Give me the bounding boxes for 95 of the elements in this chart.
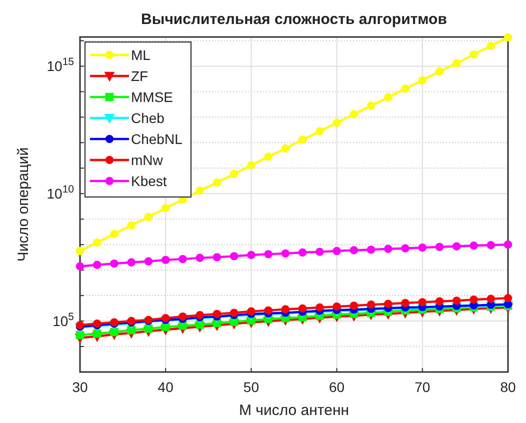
x-tick-label: 80 [500, 379, 516, 395]
point [435, 67, 444, 76]
point [350, 302, 358, 310]
legend-label: Cheb [131, 110, 165, 126]
point [230, 170, 238, 178]
point [76, 262, 84, 270]
point [435, 297, 444, 306]
legend-label: ZF [131, 68, 148, 84]
point [452, 296, 461, 305]
point [178, 322, 187, 330]
point [350, 110, 358, 118]
point [178, 254, 187, 264]
x-tick-label: 70 [414, 379, 430, 395]
point [212, 178, 222, 187]
point [76, 331, 84, 340]
point [110, 230, 118, 238]
point [366, 300, 376, 309]
point [298, 304, 307, 313]
point [264, 306, 272, 315]
x-tick-label: 50 [243, 379, 260, 395]
point [418, 298, 426, 306]
point [196, 320, 204, 329]
point [316, 303, 324, 312]
point [470, 242, 478, 250]
point [486, 294, 495, 303]
x-tick-label: 60 [329, 379, 345, 395]
point [401, 298, 410, 308]
y-tick-label: 10$^{5}$ [52, 311, 74, 330]
point [178, 312, 187, 321]
chart-title: Вычислительная сложность алгоритмов [141, 11, 447, 28]
point [264, 250, 272, 258]
point [486, 42, 495, 50]
point [366, 246, 376, 254]
point [384, 93, 392, 102]
legend-label: ML [131, 47, 151, 63]
point [162, 256, 170, 264]
x-axis-title: M число антенн [238, 402, 350, 419]
point [281, 249, 290, 258]
y-tick-label: 10$^{10}$ [46, 184, 74, 202]
point [401, 244, 410, 252]
point [196, 254, 204, 262]
point [281, 144, 290, 153]
point [110, 259, 118, 268]
point [486, 241, 495, 250]
point [93, 260, 102, 269]
point [212, 310, 222, 318]
point [332, 302, 341, 311]
point [332, 246, 341, 256]
point [127, 258, 136, 266]
point [93, 238, 102, 247]
point [247, 250, 256, 260]
legend-label: ChebNL [131, 131, 183, 147]
x-tick-label: 30 [72, 379, 88, 395]
legend-label: mNw [131, 152, 164, 168]
point [384, 300, 392, 308]
point [316, 127, 324, 136]
point [298, 136, 307, 144]
point [230, 308, 238, 317]
point [127, 221, 136, 230]
x-tick-label: 40 [158, 379, 174, 395]
point [298, 248, 307, 257]
point [418, 244, 426, 252]
point [316, 248, 324, 256]
point [230, 252, 238, 260]
point [452, 59, 461, 68]
y-axis-title: Число операций [15, 147, 32, 262]
point [93, 330, 102, 338]
legend-label: Kbest [131, 173, 167, 189]
point [504, 240, 512, 249]
point [384, 244, 392, 253]
point [470, 296, 478, 304]
point [366, 102, 376, 110]
point [212, 253, 222, 262]
point [144, 324, 153, 333]
point [350, 246, 358, 254]
point [247, 307, 256, 316]
point [144, 257, 153, 266]
point [196, 186, 204, 195]
point [247, 161, 256, 170]
point [110, 328, 118, 336]
point [144, 212, 153, 222]
point [332, 118, 341, 127]
point [418, 76, 426, 84]
point [504, 33, 512, 42]
legend-label: MMSE [131, 89, 173, 105]
y-tick-label: 10$^{15}$ [46, 56, 74, 74]
point [264, 152, 272, 161]
point [401, 84, 410, 93]
point [281, 305, 290, 314]
point [76, 246, 84, 256]
point [470, 50, 478, 59]
point [435, 242, 444, 252]
point [504, 294, 512, 302]
point [452, 242, 461, 250]
point [162, 204, 170, 212]
